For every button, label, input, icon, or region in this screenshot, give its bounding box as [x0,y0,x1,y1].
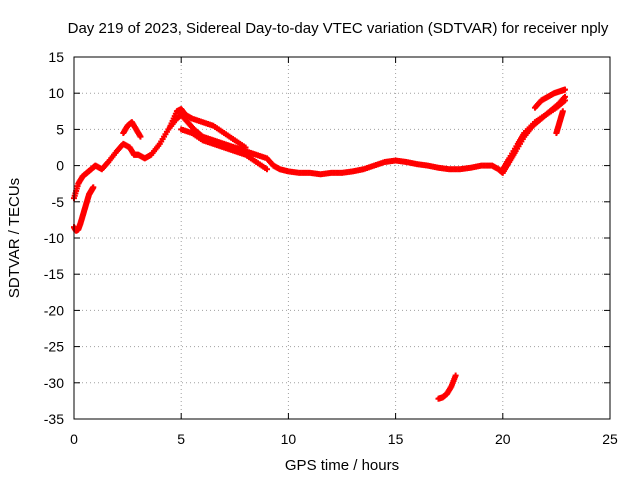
y-tick-label: 15 [48,49,64,65]
data-point [559,108,566,115]
y-tick-label: -25 [44,339,64,355]
data-point [452,372,459,379]
x-tick-label: 0 [70,431,78,447]
y-axis-label: SDTVAR / TECUs [6,178,23,298]
x-tick-label: 15 [388,431,404,447]
y-tick-label: -10 [44,230,64,246]
axis-ticks: 0 5 10 15 20 25 -35 -30 -25 -20 -15 -10 -5 0 5 10 15 [44,49,618,447]
data-point [137,133,144,140]
grid [74,57,610,419]
data-points [71,86,568,402]
y-tick-label: -30 [44,375,64,391]
y-tick-label: 10 [48,85,64,101]
y-tick-label: -15 [44,266,64,282]
y-tick-label: -20 [44,302,64,318]
y-tick-label: 5 [56,121,64,137]
x-tick-label: 5 [177,431,185,447]
x-axis-label: GPS time / hours [285,457,399,474]
data-point [561,86,568,93]
y-tick-label: -5 [52,194,65,210]
data-point [263,166,270,173]
y-tick-label: 0 [56,158,64,174]
chart-title: Day 219 of 2023, Sidereal Day-to-day VTE… [68,20,609,37]
data-point [242,144,249,151]
x-tick-label: 10 [281,431,297,447]
data-point [561,97,568,104]
x-tick-label: 20 [495,431,511,447]
x-tick-label: 25 [602,431,618,447]
data-point [90,184,97,191]
y-tick-label: -35 [44,411,64,427]
